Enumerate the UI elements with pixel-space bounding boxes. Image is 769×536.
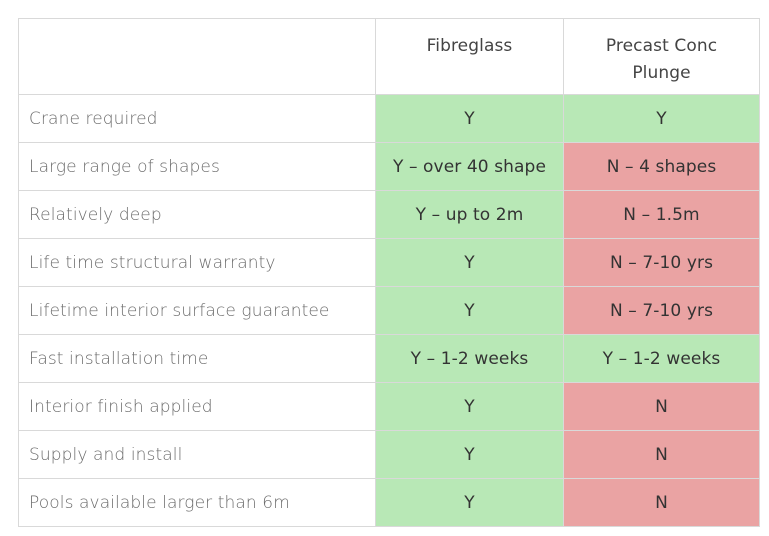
feature-cell: Supply and install xyxy=(18,430,376,479)
feature-cell: Fast installation time xyxy=(18,334,376,383)
header-corner-cell xyxy=(18,18,376,95)
precast-value-cell: N xyxy=(563,430,760,479)
feature-cell: Life time structural warranty xyxy=(18,238,376,287)
feature-cell: Relatively deep xyxy=(18,190,376,239)
table-row: Relatively deep Y – up to 2m N – 1.5m xyxy=(18,190,760,239)
feature-cell: Lifetime interior surface guarantee xyxy=(18,286,376,335)
precast-value-cell: N xyxy=(563,382,760,431)
precast-value-cell: N xyxy=(563,478,760,527)
header-precast: Precast Conc Plunge xyxy=(563,18,760,95)
comparison-table: Fibreglass Precast Conc Plunge Crane req… xyxy=(18,18,760,527)
table-row: Large range of shapes Y – over 40 shape N … xyxy=(18,142,760,191)
fibreglass-value-cell: Y xyxy=(375,478,564,527)
table-body: Fibreglass Precast Conc Plunge Crane req… xyxy=(18,18,760,527)
fibreglass-value-cell: Y xyxy=(375,94,564,143)
table-row: Fast installation time Y – 1-2 weeks Y – 1… xyxy=(18,334,760,383)
fibreglass-value-cell: Y xyxy=(375,430,564,479)
feature-cell: Crane required xyxy=(18,94,376,143)
fibreglass-value-cell: Y – over 40 shape xyxy=(375,142,564,191)
fibreglass-value-cell: Y – 1-2 weeks xyxy=(375,334,564,383)
fibreglass-value-cell: Y xyxy=(375,382,564,431)
fibreglass-value-cell: Y – up to 2m xyxy=(375,190,564,239)
table-row: Supply and install Y N xyxy=(18,430,760,479)
table-row: Lifetime interior surface guarantee Y N – … xyxy=(18,286,760,335)
fibreglass-value-cell: Y xyxy=(375,238,564,287)
table-row: Life time structural warranty Y N – 7-10 y… xyxy=(18,238,760,287)
feature-cell: Interior finish applied xyxy=(18,382,376,431)
table-row: Interior finish applied Y N xyxy=(18,382,760,431)
precast-value-cell: N – 7-10 yrs xyxy=(563,238,760,287)
precast-value-cell: N – 7-10 yrs xyxy=(563,286,760,335)
fibreglass-value-cell: Y xyxy=(375,286,564,335)
header-row: Fibreglass Precast Conc Plunge xyxy=(18,18,760,95)
precast-value-cell: N – 1.5m xyxy=(563,190,760,239)
header-fibreglass: Fibreglass xyxy=(375,18,564,95)
precast-value-cell: Y xyxy=(563,94,760,143)
feature-cell: Pools available larger than 6m xyxy=(18,478,376,527)
feature-cell: Large range of shapes xyxy=(18,142,376,191)
table-row: Crane required Y Y xyxy=(18,94,760,143)
table-row: Pools available larger than 6m Y N xyxy=(18,478,760,527)
precast-value-cell: N – 4 shapes xyxy=(563,142,760,191)
precast-value-cell: Y – 1-2 weeks xyxy=(563,334,760,383)
